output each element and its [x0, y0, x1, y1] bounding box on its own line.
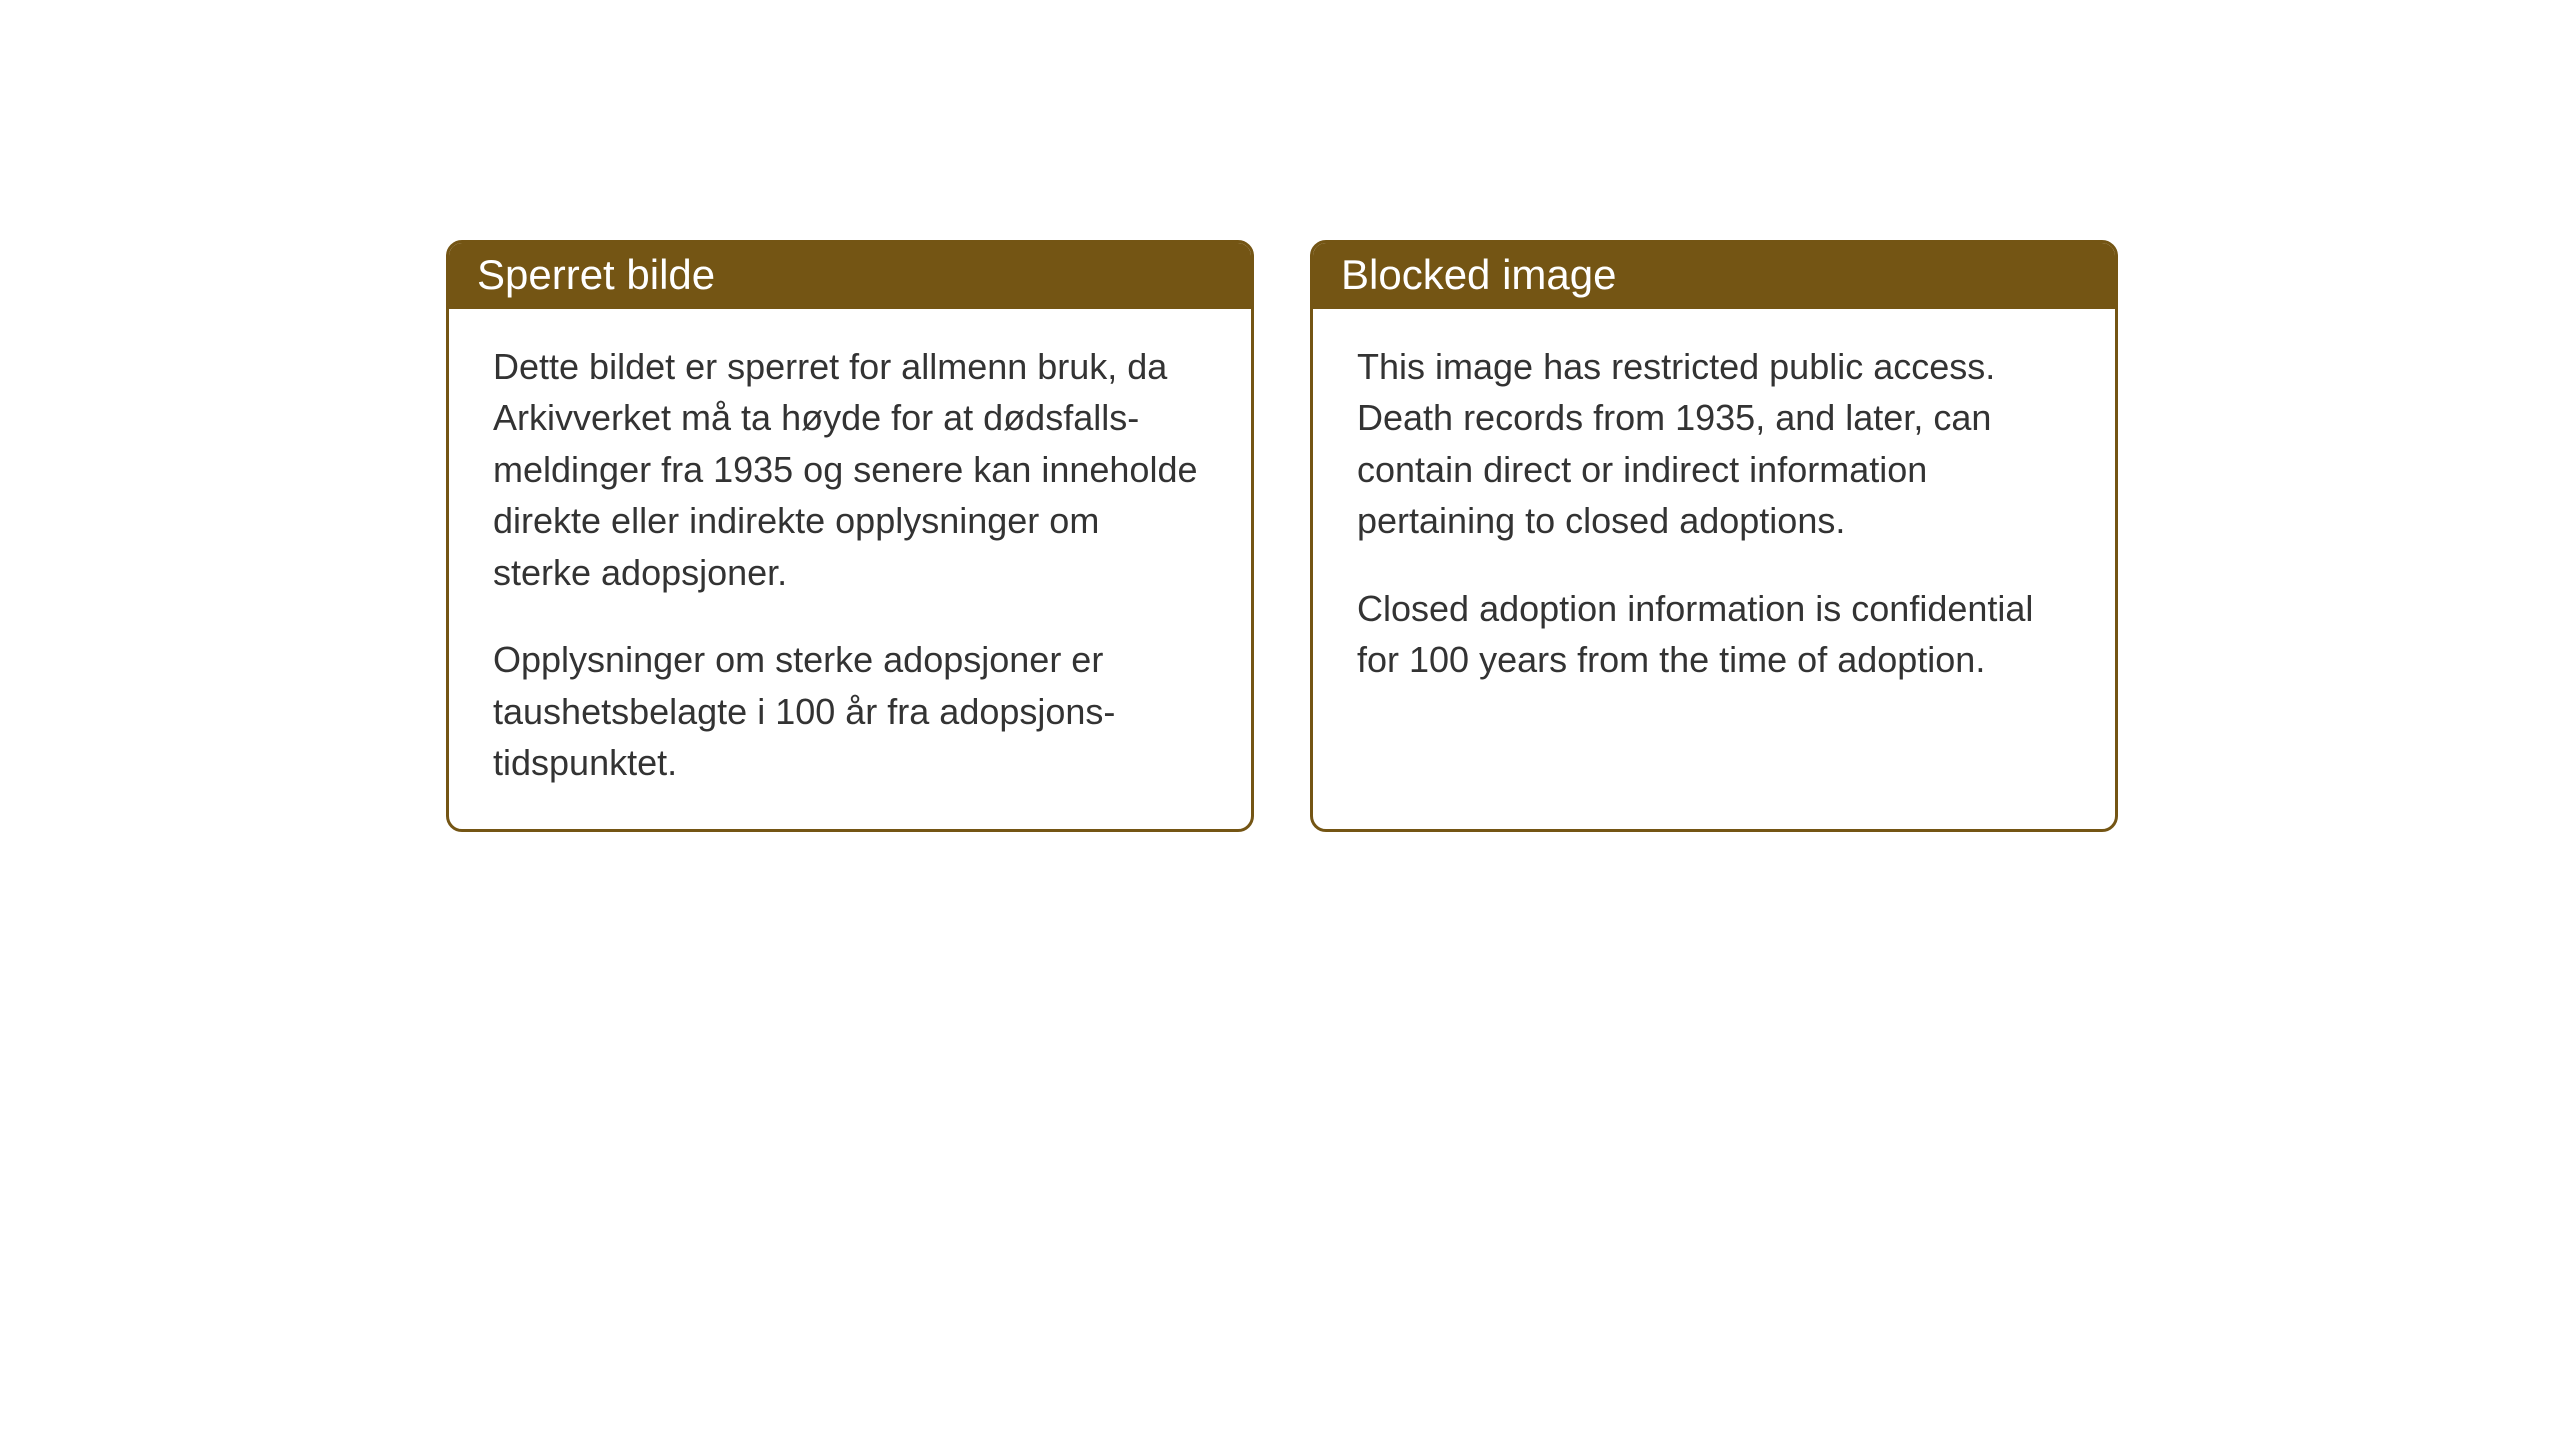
cards-container: Sperret bilde Dette bildet er sperret fo…	[446, 240, 2118, 832]
card-header-norwegian: Sperret bilde	[449, 243, 1251, 309]
card-paragraph-1-norwegian: Dette bildet er sperret for allmenn bruk…	[493, 341, 1207, 598]
card-body-norwegian: Dette bildet er sperret for allmenn bruk…	[449, 309, 1251, 829]
card-title-norwegian: Sperret bilde	[477, 251, 715, 298]
card-english: Blocked image This image has restricted …	[1310, 240, 2118, 832]
card-body-english: This image has restricted public access.…	[1313, 309, 2115, 829]
card-norwegian: Sperret bilde Dette bildet er sperret fo…	[446, 240, 1254, 832]
card-paragraph-1-english: This image has restricted public access.…	[1357, 341, 2071, 547]
card-paragraph-2-norwegian: Opplysninger om sterke adopsjoner er tau…	[493, 634, 1207, 788]
card-paragraph-2-english: Closed adoption information is confident…	[1357, 583, 2071, 686]
card-title-english: Blocked image	[1341, 251, 1616, 298]
card-header-english: Blocked image	[1313, 243, 2115, 309]
